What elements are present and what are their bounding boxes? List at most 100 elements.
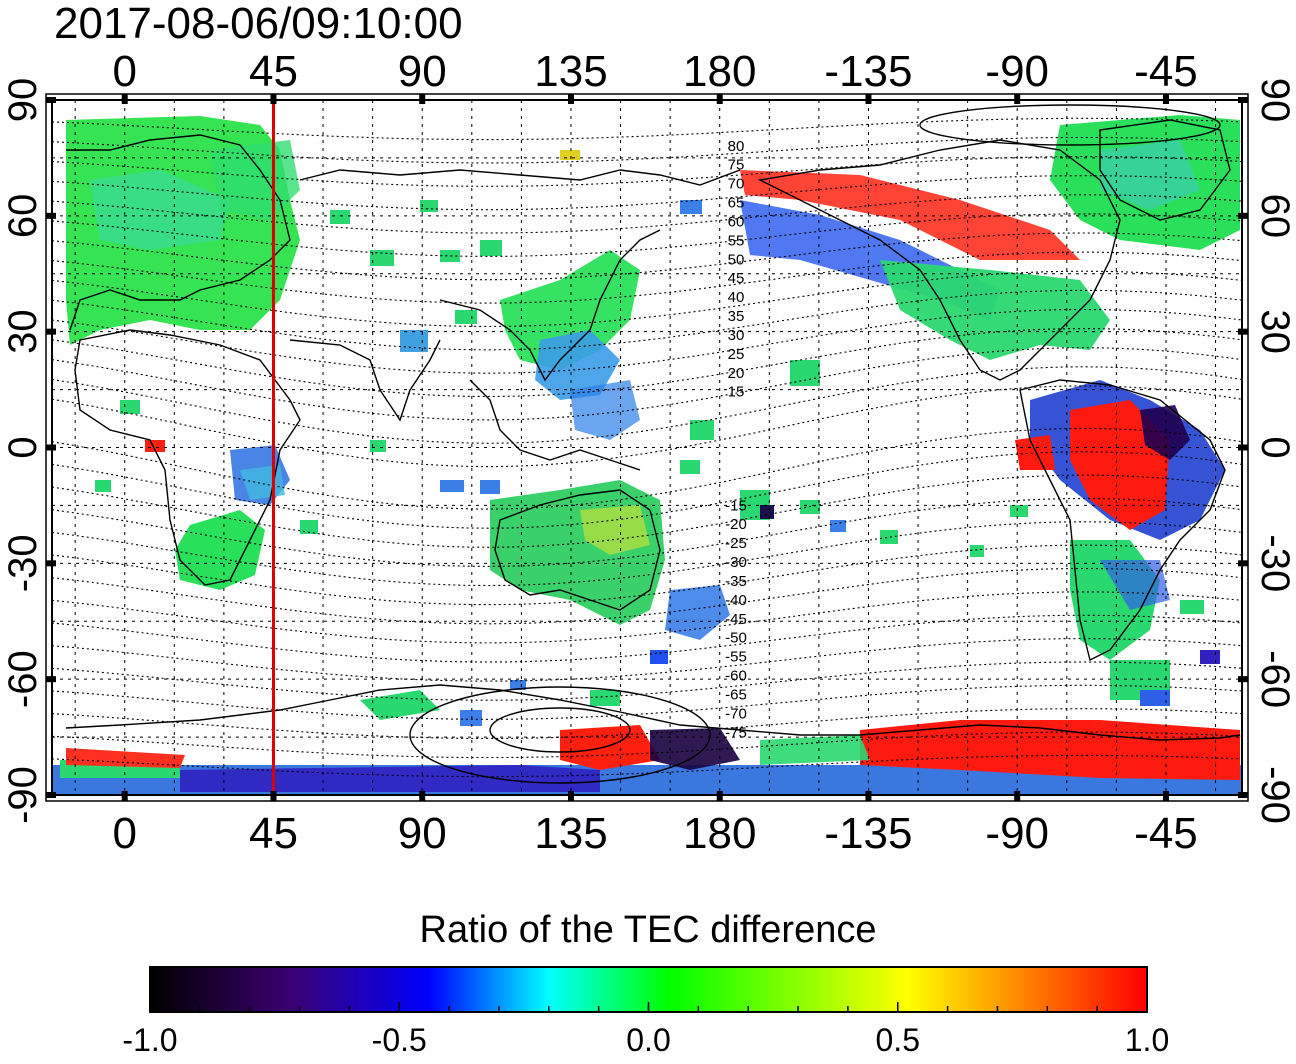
maglat-label: 35 — [728, 308, 745, 325]
maglat-label: -20 — [725, 516, 747, 533]
maglat-label: -15 — [725, 497, 747, 514]
bottom-lon-tick-label: 180 — [683, 809, 756, 858]
maglat-contour — [52, 521, 1242, 587]
maglat-label: -55 — [725, 649, 747, 666]
tec-region-antarctic-purple — [180, 765, 600, 792]
maglat-label: -25 — [725, 535, 747, 552]
maglat-contour — [52, 270, 1242, 328]
top-lon-tick-label: 45 — [249, 47, 298, 96]
maglat-label: -70 — [725, 705, 747, 722]
tec-region-antarctic-red-west — [66, 748, 185, 768]
maglat-contour — [52, 289, 1242, 351]
geomagnetic-latitude-contours — [52, 117, 1242, 778]
colorbar-tick-label: 0.0 — [626, 1022, 671, 1058]
maglat-label: 45 — [728, 270, 745, 287]
colorbar-tick-label: 0.5 — [875, 1022, 920, 1058]
maglat-contour — [52, 308, 1242, 374]
maglat-contour — [52, 708, 1242, 739]
coastline-south-america — [1019, 379, 1226, 662]
maglat-label: -50 — [725, 630, 747, 647]
maglat-label: -40 — [725, 592, 747, 609]
maglat-contour — [52, 328, 1242, 398]
right-lat-tick-label: -90 — [1253, 766, 1296, 824]
maglat-contour — [52, 194, 1242, 234]
maglat-label: 40 — [728, 289, 745, 306]
left-lat-tick-label: -30 — [1, 534, 45, 592]
top-lon-tick-label: -135 — [824, 47, 912, 96]
right-lat-tick-label: -30 — [1253, 534, 1296, 592]
top-lon-tick-label: 180 — [683, 47, 756, 96]
tec-region-south-africa — [175, 510, 265, 590]
top-lon-tick-label: 90 — [398, 47, 447, 96]
coastline-arctic — [299, 169, 741, 186]
maglat-contour — [52, 136, 1242, 164]
maglat-label: -35 — [725, 573, 747, 590]
tec-region-antarctic-dark — [650, 728, 740, 770]
tec-region-ross-green — [760, 735, 870, 765]
top-longitude-ticks: 0 45 90 135 180 -135 -90 -45 — [112, 47, 1198, 104]
maglat-label: 80 — [728, 138, 745, 155]
tec-data-layer — [52, 115, 1242, 795]
tec-region-red-west — [1015, 435, 1055, 470]
colorbar-tick-label: -1.0 — [122, 1022, 178, 1058]
tec-scattered-patches — [95, 150, 1220, 726]
left-lat-tick-label: 60 — [1, 194, 45, 239]
left-lat-tick-label: 90 — [1, 78, 45, 123]
bottom-lon-tick-label: -135 — [824, 809, 912, 858]
maglat-label: 20 — [728, 365, 745, 382]
maglat-label: -60 — [725, 668, 747, 685]
coastline-australia — [494, 489, 661, 611]
bottom-lon-tick-label: -90 — [985, 809, 1049, 858]
tec-region-antarctic-red-center — [560, 725, 660, 770]
top-lon-tick-label: 0 — [112, 47, 136, 96]
right-latitude-ticks: 90 60 30 0 -30 -60 -90 — [1238, 78, 1296, 824]
maglat-contour — [52, 117, 1242, 141]
coastline-antarctica — [65, 684, 1241, 741]
right-lat-tick-label: 60 — [1253, 194, 1296, 239]
left-latitude-ticks: 90 60 30 0 -30 -60 -90 — [1, 78, 56, 824]
map-timestamp-title: 2017-08-06/09:10:00 — [54, 0, 463, 48]
left-lat-tick-label: 0 — [1, 436, 45, 458]
bottom-lon-tick-label: -45 — [1134, 809, 1198, 858]
maglat-contour — [52, 497, 1242, 567]
maglat-label: 15 — [728, 384, 745, 401]
right-lat-tick-label: -60 — [1253, 650, 1296, 708]
maglat-contour — [52, 754, 1242, 778]
tec-region-east-asia — [500, 250, 640, 370]
coastline-north-america — [757, 139, 1121, 381]
coastline-southeast-asia — [469, 379, 641, 471]
maglat-contour — [52, 366, 1242, 444]
right-lat-tick-label: 90 — [1253, 78, 1296, 123]
magnetic-pole-north-ring — [919, 104, 1221, 146]
coastline-greenland — [1099, 119, 1231, 221]
magnetic-pole-south-ring-outer — [409, 686, 711, 784]
colorbar-tick-label: 1.0 — [1124, 1022, 1170, 1058]
top-lon-tick-label: -45 — [1134, 47, 1198, 96]
maglat-label: 60 — [728, 213, 745, 230]
maglat-label: -30 — [725, 554, 747, 571]
maglat-contour — [52, 684, 1242, 720]
maglat-contour — [52, 427, 1242, 510]
maglat-contour — [52, 347, 1242, 421]
bottom-lon-tick-label: 135 — [534, 809, 607, 858]
tec-region-antarctic-patch — [360, 690, 440, 720]
bottom-lon-tick-label: 0 — [112, 809, 136, 858]
left-lat-tick-label: 30 — [1, 309, 45, 354]
maglat-contour — [52, 213, 1242, 257]
colorbar-tick-label: -0.5 — [371, 1022, 427, 1058]
maglat-label: 30 — [728, 327, 745, 344]
maglat-contour — [52, 731, 1242, 759]
maglat-contour — [52, 175, 1242, 211]
maglat-label: -65 — [725, 686, 747, 703]
maglat-label: -75 — [725, 724, 747, 741]
maglat-label: 55 — [728, 232, 745, 249]
maglat-contour — [52, 451, 1242, 529]
maglat-contour — [52, 385, 1242, 468]
coastlines — [65, 104, 1241, 784]
left-lat-tick-label: -90 — [1, 766, 45, 824]
bottom-longitude-ticks: 0 45 90 135 180 -135 -90 -45 — [112, 791, 1198, 858]
maglat-contour — [52, 156, 1242, 187]
left-lat-tick-label: -60 — [1, 650, 45, 708]
